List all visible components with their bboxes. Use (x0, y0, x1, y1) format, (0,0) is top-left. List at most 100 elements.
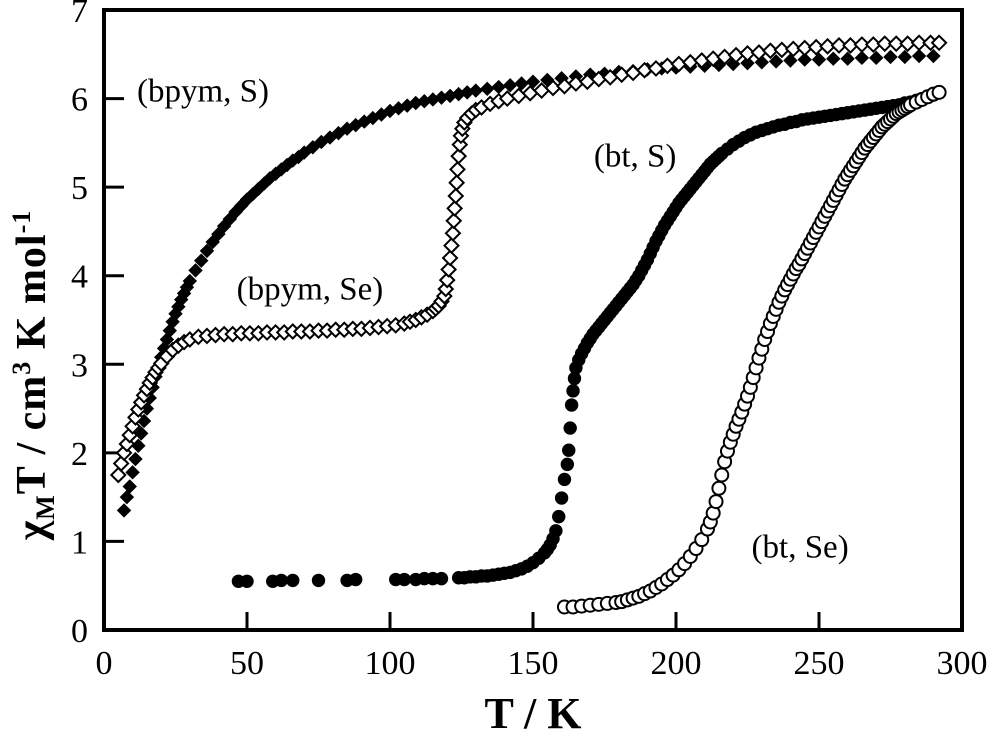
x-tick-label: 0 (96, 645, 113, 682)
open-circle-marker (714, 467, 730, 483)
open-circle-marker (711, 480, 727, 496)
filled-circle-marker (552, 509, 566, 524)
y-tick-label: 5 (71, 170, 88, 207)
filled-diamond-marker (122, 479, 137, 494)
open-diamond-marker (449, 161, 466, 178)
y-axis-title-chi-sub: M (31, 494, 61, 520)
filled-diamond-marker (783, 53, 798, 68)
series-label-bpym-s: (bpym, S) (136, 73, 269, 110)
open-diamond-marker (445, 212, 463, 230)
y-tick-label: 2 (71, 436, 88, 473)
open-diamond-marker (521, 84, 539, 102)
filled-circle-marker (563, 421, 577, 435)
open-diamond-marker (441, 249, 459, 267)
filled-diamond-marker (514, 76, 529, 91)
open-diamond-marker (853, 36, 871, 53)
filled-diamond-marker (897, 49, 913, 65)
filled-diamond-marker (826, 51, 841, 66)
filled-diamond-marker (491, 79, 506, 95)
series-label-bpym-se: (bpym, Se) (236, 271, 384, 308)
filled-circle-marker (348, 572, 363, 587)
open-diamond-marker (447, 187, 465, 205)
series-label-bt-s: (bt, S) (593, 138, 677, 175)
filled-diamond-marker (740, 55, 755, 71)
open-diamond-marker (624, 64, 642, 82)
y-axis-title-mid: T / cm (8, 374, 55, 495)
x-tick-label: 50 (230, 645, 264, 682)
open-diamond-marker (448, 174, 466, 192)
filled-diamond-marker (480, 81, 495, 97)
open-diamond-marker (887, 35, 905, 53)
open-diamond-marker (444, 224, 462, 242)
y-axis-title-sup1: 3 (6, 360, 36, 375)
filled-circle-marker (549, 524, 563, 538)
filled-diamond-marker (811, 52, 827, 67)
open-diamond-marker (830, 37, 848, 54)
filled-circle-marker (560, 457, 575, 472)
open-diamond-marker (446, 199, 464, 217)
filled-circle-marker (557, 472, 572, 487)
series-bpym-s (116, 48, 941, 518)
x-axis-title: T / K (484, 689, 582, 738)
filled-diamond-marker (182, 273, 198, 289)
filled-diamond-marker (468, 83, 484, 98)
y-tick-label: 6 (71, 82, 88, 119)
open-diamond-marker (450, 147, 468, 165)
filled-diamond-marker (194, 253, 209, 268)
filled-diamond-marker (926, 48, 941, 64)
filled-circle-marker (286, 573, 300, 588)
filled-circle-marker (240, 574, 254, 588)
filled-diamond-marker (840, 51, 855, 66)
series-bpym-se (109, 34, 948, 484)
filled-diamond-marker (854, 50, 870, 66)
filled-diamond-marker (296, 145, 312, 160)
filled-diamond-marker (754, 55, 770, 70)
filled-circle-marker (434, 571, 449, 586)
filled-diamond-marker (131, 438, 146, 453)
open-diamond-marker (440, 261, 458, 278)
filled-diamond-marker (911, 48, 927, 64)
filled-diamond-marker (868, 50, 884, 66)
filled-diamond-marker (116, 503, 132, 518)
open-diamond-marker (109, 466, 127, 484)
filled-circle-marker (564, 398, 579, 412)
filled-circle-marker (397, 572, 411, 587)
filled-diamond-marker (133, 426, 149, 441)
x-tick-label: 300 (937, 645, 988, 682)
filled-diamond-marker (125, 465, 140, 480)
open-diamond-marker (443, 237, 460, 255)
open-circle-marker (708, 494, 724, 510)
x-tick-label: 100 (365, 645, 416, 682)
open-diamond-marker (930, 34, 948, 52)
open-diamond-marker (910, 34, 928, 52)
y-axis-title-unit: K mol (8, 233, 55, 361)
filled-diamond-marker (119, 489, 135, 505)
x-tick-label: 200 (651, 645, 702, 682)
filled-circle-marker (554, 491, 569, 505)
filled-diamond-marker (883, 49, 898, 65)
series-bt-s (231, 85, 946, 588)
y-tick-label: 0 (71, 613, 88, 650)
filled-circle-marker (562, 443, 576, 457)
filled-circle-marker (274, 573, 289, 588)
series-bt-se (556, 84, 947, 615)
filled-diamond-marker (188, 263, 203, 278)
filled-diamond-marker (797, 52, 812, 67)
x-tick-label: 250 (794, 645, 845, 682)
filled-diamond-marker (199, 243, 215, 259)
y-tick-label: 3 (71, 347, 88, 384)
filled-diamond-marker (768, 54, 784, 69)
open-diamond-marker (510, 87, 528, 105)
y-tick-label: 4 (71, 259, 88, 296)
y-tick-label: 7 (71, 0, 88, 30)
open-circle-marker (931, 84, 947, 100)
y-axis-title: χMT / cm3 K mol-1 (7, 210, 61, 541)
y-axis-title-sup2: -1 (6, 209, 36, 234)
filled-circle-marker (311, 573, 326, 588)
series-label-bt-se: (bt, Se) (751, 529, 849, 566)
filled-circle-marker (566, 384, 580, 398)
filled-diamond-marker (128, 451, 143, 467)
plot-frame (102, 8, 964, 632)
